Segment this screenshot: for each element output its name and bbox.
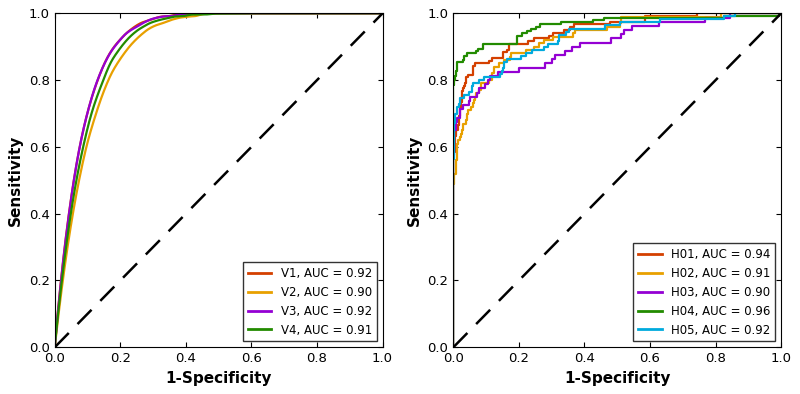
Y-axis label: Sensitivity: Sensitivity (407, 135, 422, 226)
Y-axis label: Sensitivity: Sensitivity (8, 135, 23, 226)
Legend: H01, AUC = 0.94, H02, AUC = 0.91, H03, AUC = 0.90, H04, AUC = 0.96, H05, AUC = 0: H01, AUC = 0.94, H02, AUC = 0.91, H03, A… (634, 243, 775, 341)
Legend: V1, AUC = 0.92, V2, AUC = 0.90, V3, AUC = 0.92, V4, AUC = 0.91: V1, AUC = 0.92, V2, AUC = 0.90, V3, AUC … (243, 262, 377, 341)
X-axis label: 1-Specificity: 1-Specificity (166, 371, 272, 386)
X-axis label: 1-Specificity: 1-Specificity (564, 371, 670, 386)
